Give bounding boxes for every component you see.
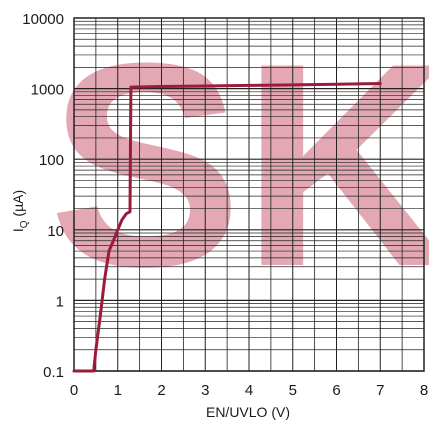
series-line xyxy=(72,82,382,373)
x-tick-label: 4 xyxy=(245,382,253,399)
y-tick-label: 10000 xyxy=(22,11,64,28)
y-tick-label: 1000 xyxy=(31,82,64,99)
y-axis-label: IQ (µA) xyxy=(10,190,30,232)
x-tick-label: 7 xyxy=(376,382,384,399)
y-tick-label: 100 xyxy=(39,152,64,169)
y-tick-label: 0.1 xyxy=(43,364,64,381)
x-tick-labels: 0 1 2 3 4 5 6 7 8 xyxy=(70,382,428,399)
x-tick-label: 6 xyxy=(332,382,340,399)
watermark-text: SK xyxy=(49,3,429,327)
x-tick-label: 1 xyxy=(114,382,122,399)
plot-frame xyxy=(73,17,425,372)
series-layer xyxy=(72,82,382,373)
x-axis-label: EN/UVLO (V) xyxy=(206,404,290,420)
x-tick-label: 0 xyxy=(70,382,78,399)
x-tick-label: 5 xyxy=(289,382,297,399)
y-axis-label-sub: Q xyxy=(19,220,30,228)
x-tick-label: 8 xyxy=(420,382,428,399)
grid xyxy=(73,18,425,372)
y-tick-labels: 0.1 1 10 100 1000 10000 xyxy=(22,11,64,381)
y-tick-label: 1 xyxy=(56,293,64,310)
y-tick-label: 10 xyxy=(47,223,64,240)
y-axis-label-main: I xyxy=(10,228,26,232)
x-tick-label: 3 xyxy=(201,382,209,399)
x-tick-label: 2 xyxy=(157,382,165,399)
y-axis-label-unit: (µA) xyxy=(10,190,26,221)
plot-border xyxy=(73,17,425,372)
